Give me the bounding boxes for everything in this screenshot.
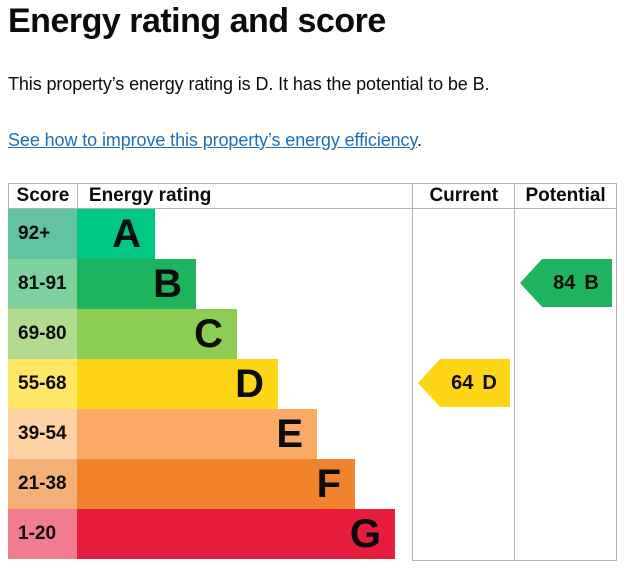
- band-letter: C: [194, 312, 223, 356]
- band-score-range: 39-54: [8, 409, 77, 459]
- rating-summary-text: This property’s energy rating is D. It h…: [8, 74, 490, 94]
- band-score-range: 1-20: [8, 509, 77, 559]
- band-row-d: 55-68 D: [8, 359, 617, 409]
- band-letter: F: [316, 462, 341, 506]
- band-letter: E: [276, 412, 303, 456]
- link-suffix: .: [417, 130, 422, 150]
- epc-chart: Score Energy rating Current Potential 64…: [8, 183, 617, 561]
- band-bar-f: F: [77, 459, 355, 509]
- improve-link-line: See how to improve this property’s energ…: [8, 130, 422, 151]
- current-rating-arrow: 64 D: [418, 359, 510, 407]
- improve-efficiency-link[interactable]: See how to improve this property’s energ…: [8, 130, 418, 150]
- header-potential: Potential: [525, 185, 606, 206]
- page-title: Energy rating and score: [8, 2, 386, 40]
- band-row-c: 69-80 C: [8, 309, 617, 359]
- epc-bands: 92+ A 81-91 B 69-80 C 55-68: [8, 209, 617, 559]
- band-score-range: 21-38: [8, 459, 77, 509]
- band-bar-b: B: [77, 259, 196, 309]
- band-score-range: 55-68: [8, 359, 77, 409]
- current-score-value: 64: [451, 371, 474, 394]
- header-energy-rating: Energy rating: [78, 184, 414, 208]
- potential-column: 84 B: [515, 208, 617, 561]
- band-row-f: 21-38 F: [8, 459, 617, 509]
- band-row-a: 92+ A: [8, 209, 617, 259]
- band-bar-c: C: [77, 309, 237, 359]
- band-row-e: 39-54 E: [8, 409, 617, 459]
- potential-band-letter: B: [584, 271, 599, 294]
- current-band-letter: D: [482, 371, 497, 394]
- band-row-b: 81-91 B: [8, 259, 617, 309]
- current-column: 64 D: [412, 208, 515, 561]
- band-bar-g: G: [77, 509, 395, 559]
- band-letter: G: [349, 512, 381, 556]
- band-bar-a: A: [77, 209, 155, 259]
- epc-table-header: Score Energy rating Current Potential: [8, 183, 617, 209]
- band-score-range: 69-80: [8, 309, 77, 359]
- band-letter: D: [235, 362, 264, 406]
- band-score-range: 92+: [8, 209, 77, 259]
- band-letter: B: [153, 262, 182, 306]
- potential-rating-arrow: 84 B: [520, 259, 612, 307]
- header-score: Score: [9, 184, 78, 208]
- band-bar-e: E: [77, 409, 317, 459]
- band-bar-d: D: [77, 359, 278, 409]
- band-letter: A: [112, 212, 141, 256]
- header-current: Current: [413, 184, 516, 208]
- band-score-range: 81-91: [8, 259, 77, 309]
- potential-score-value: 84: [553, 271, 576, 294]
- band-row-g: 1-20 G: [8, 509, 617, 559]
